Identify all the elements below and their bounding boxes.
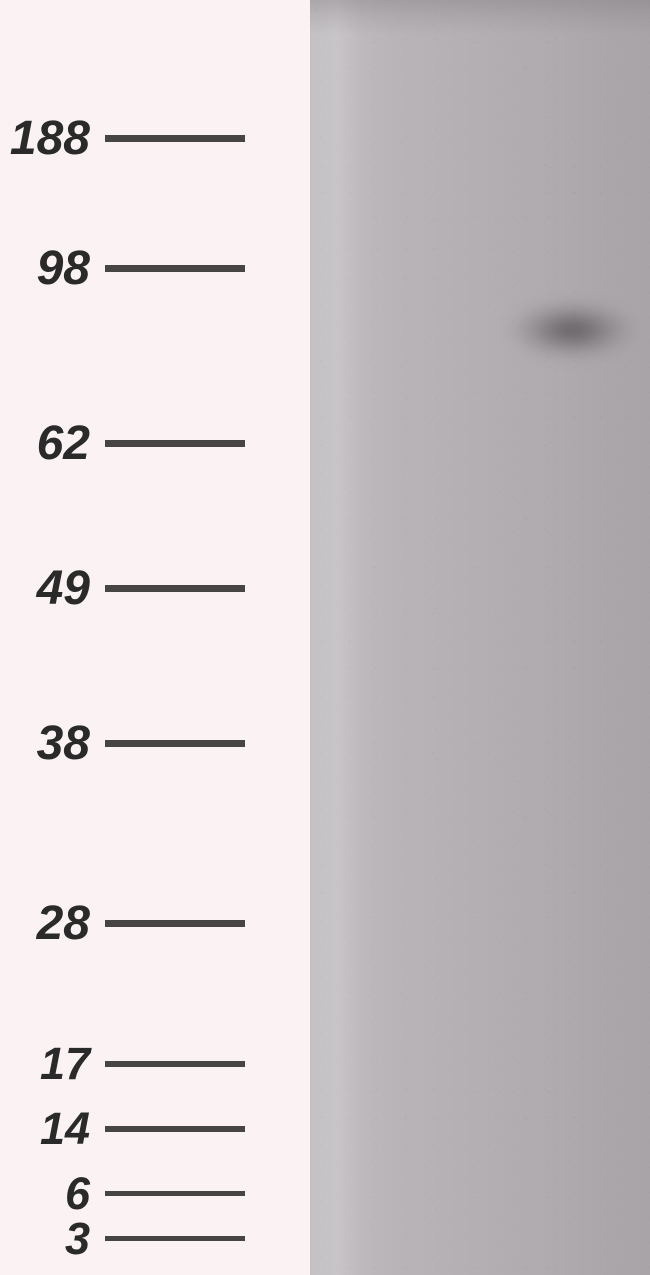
mw-marker-line (105, 1126, 245, 1132)
mw-marker-label: 38 (0, 716, 105, 771)
mw-marker-label: 98 (0, 241, 105, 296)
mw-marker-line (105, 1061, 245, 1067)
mw-marker-3: 3 (0, 1213, 245, 1265)
mw-marker-line (105, 135, 245, 142)
mw-marker-49: 49 (0, 561, 245, 616)
mw-marker-line (105, 265, 245, 272)
mw-marker-line (105, 1191, 245, 1196)
mw-marker-98: 98 (0, 241, 245, 296)
blot-membrane (310, 0, 650, 1275)
mw-marker-line (105, 585, 245, 592)
protein-band (505, 295, 640, 365)
mw-marker-label: 49 (0, 561, 105, 616)
mw-marker-line (105, 740, 245, 747)
membrane-texture (310, 0, 650, 1275)
mw-marker-label: 17 (0, 1038, 105, 1090)
molecular-weight-ladder: 1889862493828171463 (0, 0, 310, 1275)
mw-marker-label: 14 (0, 1103, 105, 1155)
mw-marker-label: 62 (0, 416, 105, 471)
mw-marker-label: 3 (0, 1213, 105, 1265)
mw-marker-line (105, 1236, 245, 1241)
mw-marker-188: 188 (0, 111, 245, 166)
mw-marker-28: 28 (0, 896, 245, 951)
mw-marker-line (105, 440, 245, 447)
mw-marker-14: 14 (0, 1103, 245, 1155)
mw-marker-line (105, 920, 245, 927)
mw-marker-62: 62 (0, 416, 245, 471)
mw-marker-label: 188 (0, 111, 105, 166)
mw-marker-38: 38 (0, 716, 245, 771)
mw-marker-17: 17 (0, 1038, 245, 1090)
mw-marker-label: 28 (0, 896, 105, 951)
